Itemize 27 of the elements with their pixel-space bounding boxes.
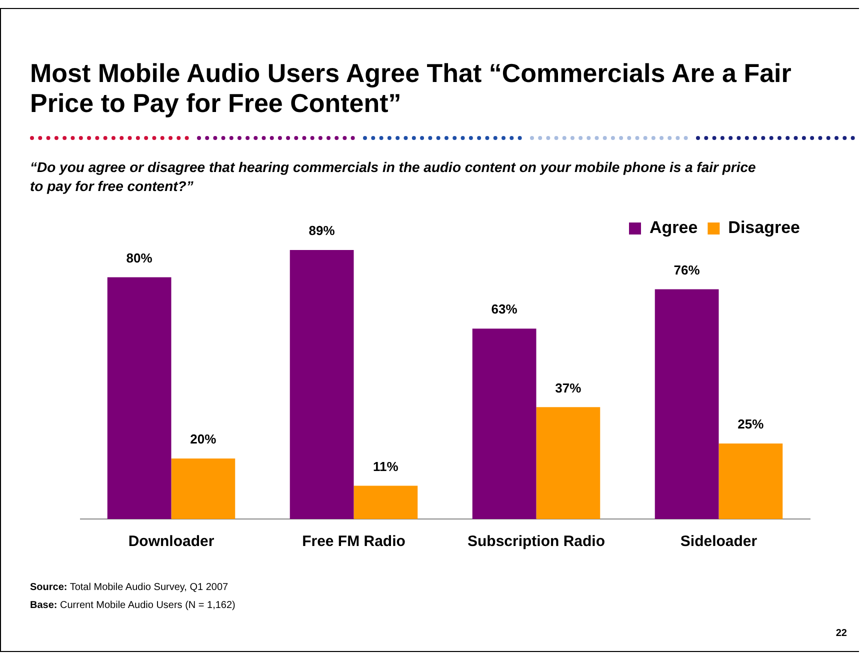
text: Base: Current Mobile Audio Users (N = 1,162) xyxy=(30,600,236,611)
chart-title: Most Mobile Audio Users Agree That “Commercials Are a Fair Price to Pay for Free Content” xyxy=(30,58,792,118)
bar xyxy=(171,458,236,519)
chart-subtitle: “Do you agree or disagree that hearing commercials in the audio content on your mobile phone is a fair price to pay for free content?” xyxy=(30,158,757,196)
data-label: 89% xyxy=(308,223,336,238)
legend-label: Agree xyxy=(649,218,698,238)
source-note: Source: Total Mobile Audio Survey, Q1 2007 xyxy=(30,582,228,593)
data-label: 20% xyxy=(190,432,217,447)
data-label: 11% xyxy=(373,458,399,474)
x-tick-label: Free FM Radio xyxy=(302,533,406,550)
bar xyxy=(107,277,172,519)
data-label: 76% xyxy=(674,262,700,278)
x-tick-label: Downloader xyxy=(128,533,214,550)
x-tick-label: Sideloader xyxy=(680,533,758,550)
data-label: 80% xyxy=(126,250,153,266)
bar xyxy=(536,407,600,519)
bar xyxy=(718,443,783,519)
bar xyxy=(472,328,536,519)
legend-label: Disagree xyxy=(728,218,800,238)
bar xyxy=(654,289,719,519)
bar xyxy=(290,250,354,519)
data-label: 37% xyxy=(555,380,582,396)
bar xyxy=(354,486,418,519)
data-label: 63% xyxy=(491,302,518,317)
x-tick-label: Subscription Radio xyxy=(467,533,606,550)
data-label: 25% xyxy=(738,416,764,432)
text: 22 xyxy=(836,628,847,639)
